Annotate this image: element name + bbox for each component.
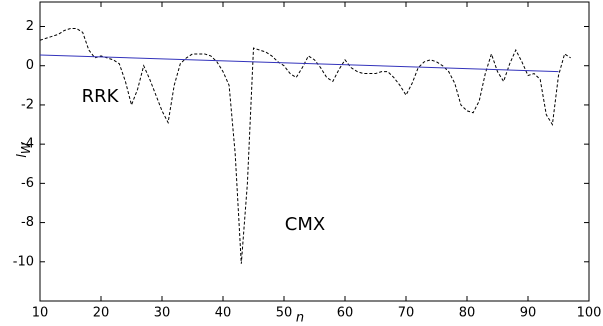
y-axis-label: lW xyxy=(15,141,33,158)
x-tick-label: 50 xyxy=(276,306,293,321)
y-tick-label: -2 xyxy=(21,97,34,112)
annotation: CMX xyxy=(285,214,325,235)
x-tick-label: 90 xyxy=(520,306,537,321)
y-tick-label: -6 xyxy=(21,176,34,191)
x-tick-label: 40 xyxy=(215,306,232,321)
y-tick-label: -8 xyxy=(21,215,34,230)
series-line xyxy=(39,54,559,73)
y-label-base: l xyxy=(15,154,30,158)
series-line xyxy=(39,27,571,264)
y-tick-label: 2 xyxy=(26,19,34,34)
x-tick-label: 30 xyxy=(154,306,171,321)
y-tick-label: 0 xyxy=(26,58,34,73)
y-label-sub: W xyxy=(19,141,33,154)
y-tick-label: -4 xyxy=(21,137,34,152)
plot-frame xyxy=(39,1,590,302)
x-tick-label: 60 xyxy=(337,306,354,321)
x-tick-label: 80 xyxy=(459,306,476,321)
x-tick-label: 70 xyxy=(398,306,415,321)
x-tick-label: 100 xyxy=(577,306,602,321)
x-axis-label: n xyxy=(296,311,304,326)
x-tick-label: 20 xyxy=(93,306,110,321)
annotation: RRK xyxy=(82,86,120,107)
x-tick-label: 10 xyxy=(32,306,49,321)
y-tick-label: -10 xyxy=(13,254,34,269)
